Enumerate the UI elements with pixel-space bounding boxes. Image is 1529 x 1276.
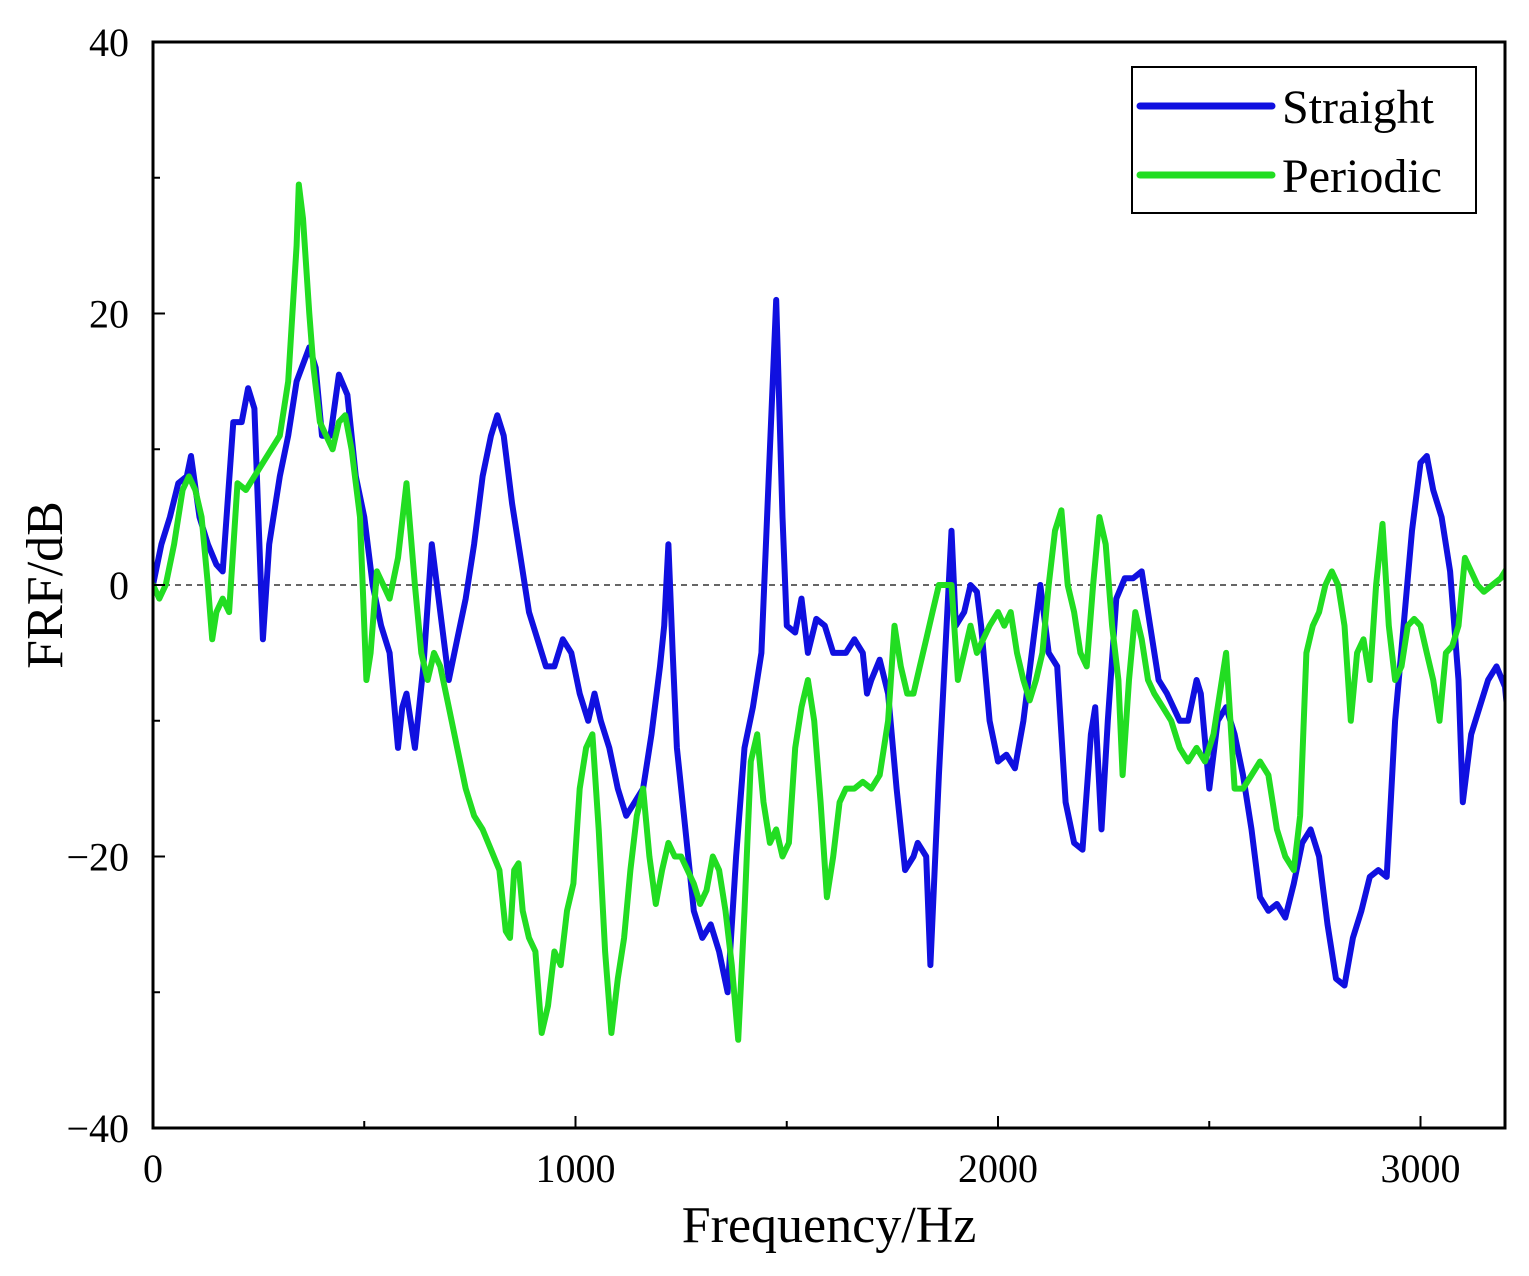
- y-tick-label: 20: [89, 292, 129, 337]
- y-tick-label: −20: [66, 835, 129, 880]
- y-tick-label: −40: [66, 1106, 129, 1151]
- y-tick-label: 0: [109, 563, 129, 608]
- legend-box: [1131, 66, 1477, 214]
- x-tick-label: 3000: [1381, 1146, 1461, 1191]
- series-group: [153, 181, 1505, 1043]
- legend-label-periodic: Periodic: [1282, 150, 1442, 203]
- y-axis-title: FRF/dB: [17, 501, 74, 669]
- legend-label-straight: Straight: [1282, 81, 1435, 134]
- x-axis-ticks: 0 1000 2000 3000: [143, 1116, 1461, 1191]
- legend: Straight Periodic: [1131, 66, 1477, 214]
- x-tick-label: 0: [143, 1146, 163, 1191]
- x-axis-title: Frequency/Hz: [682, 1197, 977, 1254]
- y-axis-ticks: −40 −20 0 20 40: [66, 20, 165, 1151]
- x-tick-label: 2000: [958, 1146, 1038, 1191]
- series-line-periodic: [153, 181, 1505, 1043]
- y-tick-label: 40: [89, 20, 129, 65]
- series-line-straight: [153, 296, 1505, 996]
- x-tick-label: 1000: [536, 1146, 616, 1191]
